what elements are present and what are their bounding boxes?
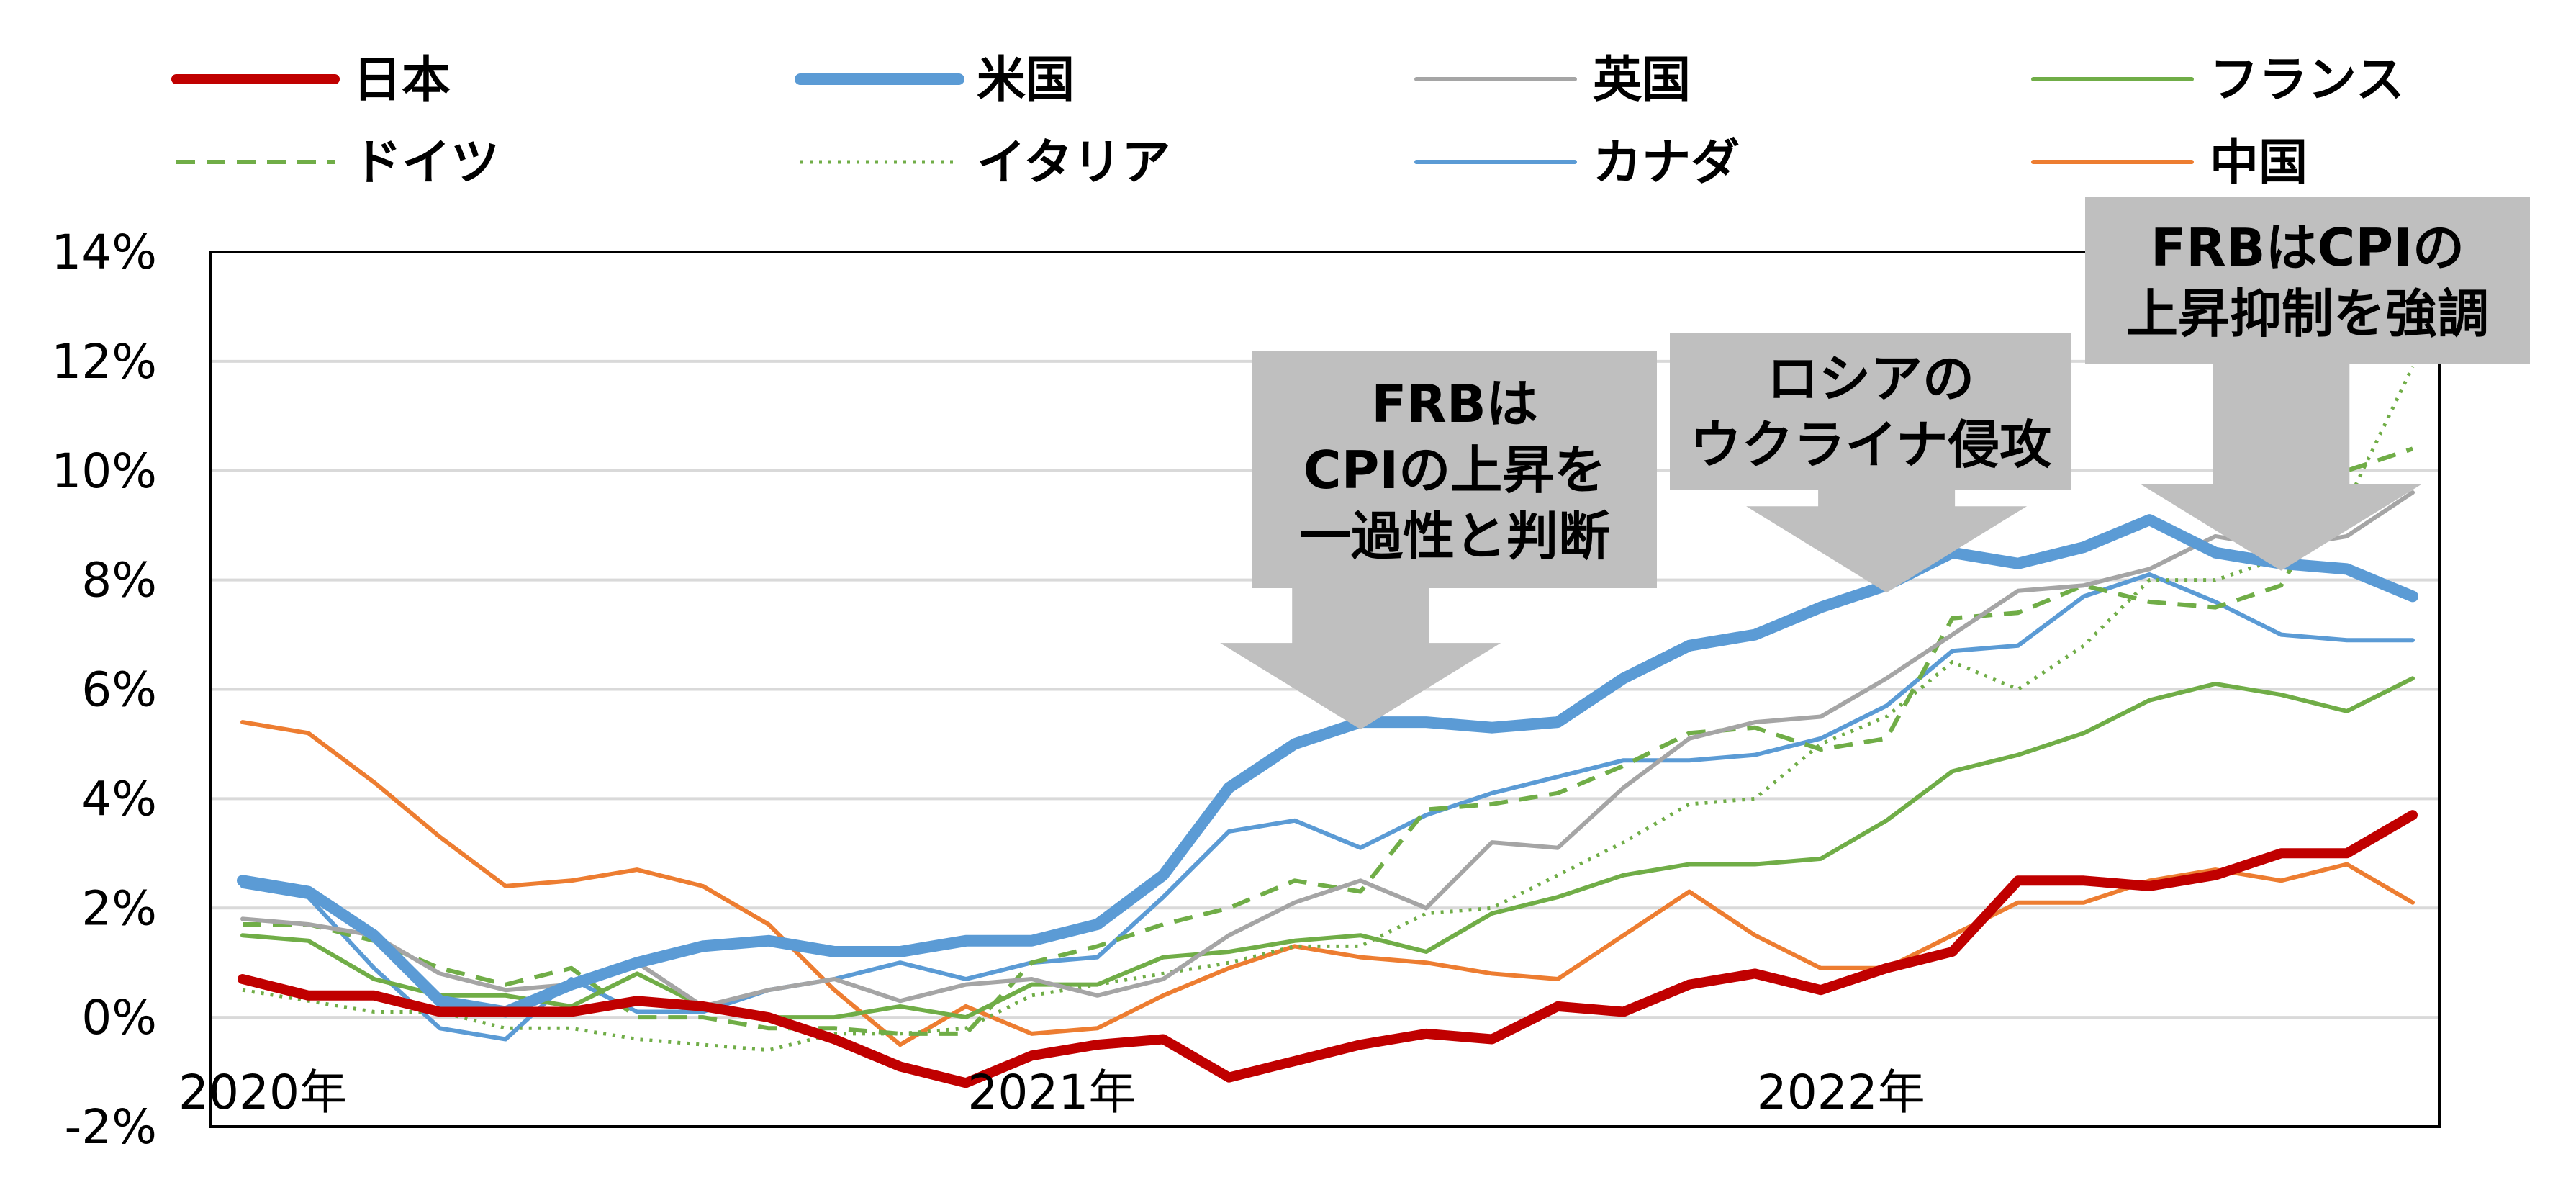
annotation-box (1670, 333, 2071, 490)
annotation-text: CPIの上昇を (1303, 440, 1606, 500)
series-line-4 (243, 446, 2413, 1036)
annotation-text: FRBは (1371, 374, 1538, 434)
y-tick-label: -2% (64, 1099, 157, 1155)
legend-label: 中国 (2210, 135, 2308, 191)
legend-label: ドイツ (353, 135, 500, 191)
y-tick-label: 10% (51, 443, 157, 499)
annotation-text: ウクライナ侵攻 (1690, 415, 2053, 475)
legend-label: イタリア (977, 135, 1170, 191)
y-tick-label: 2% (81, 880, 157, 936)
y-tick-label: 12% (51, 334, 157, 389)
annotations: FRBはCPIの上昇を一過性と判断ロシアのウクライナ侵攻FRBはCPIの上昇抑制… (1220, 197, 2530, 730)
y-axis-ticks: 14% 12% 10% 8% 6% 4% 2% 0% -2% (51, 225, 157, 1155)
y-tick-label: 8% (81, 553, 157, 608)
legend-label: 米国 (977, 52, 1075, 109)
series-line-0 (238, 810, 2418, 1088)
series-line-3 (240, 676, 2415, 1020)
annotation-arrow (2141, 362, 2422, 571)
plot-area-frame (209, 251, 2441, 1128)
annotation-arrow (1220, 587, 1501, 730)
annotation-arrow (1746, 488, 2028, 593)
x-tick-label: 2021年 (967, 1065, 1136, 1120)
series-line-1 (237, 514, 2418, 1018)
annotation-text: FRBはCPIの (2151, 217, 2464, 278)
x-axis-ticks: 2020年 2021年 2022年 (178, 1065, 1925, 1120)
y-tick-label: 0% (81, 990, 157, 1045)
annotation-box (1252, 351, 1657, 588)
annotation-text: 一過性と判断 (1299, 506, 1610, 567)
series-lines (237, 366, 2418, 1088)
annotation-text: 上昇抑制を強調 (2126, 284, 2489, 344)
y-tick-label: 6% (81, 662, 157, 718)
y-tick-label: 14% (51, 225, 157, 280)
x-tick-label: 2022年 (1757, 1065, 1925, 1120)
annotation-box (2085, 197, 2530, 364)
series-line-7 (240, 720, 2415, 1047)
legend-label: フランス (2210, 52, 2405, 109)
legend-label: 日本 (353, 52, 451, 109)
legend-label: カナダ (1593, 135, 1740, 191)
series-line-6 (240, 572, 2415, 1042)
legend-label: 英国 (1593, 52, 1691, 109)
x-tick-label: 2020年 (178, 1065, 347, 1120)
annotation-text: ロシアの (1767, 348, 1974, 409)
y-tick-label: 4% (81, 771, 157, 826)
series-line-5 (242, 366, 2415, 1052)
